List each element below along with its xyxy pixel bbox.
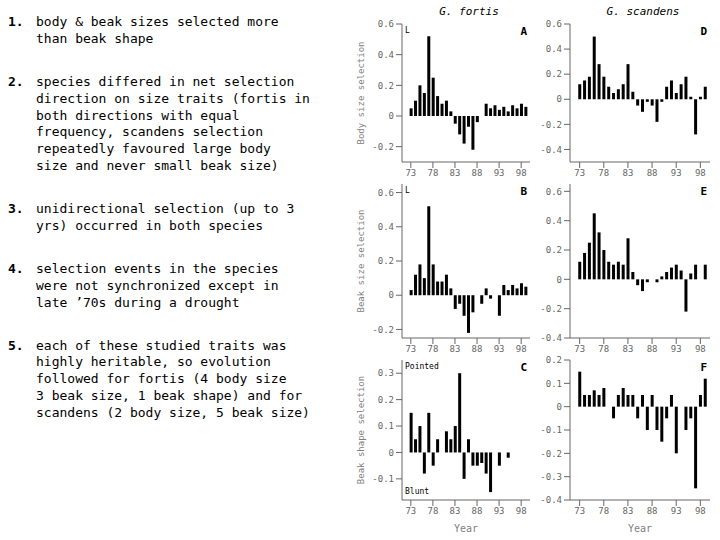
svg-text:73: 73 [405,168,416,178]
svg-text:0.6: 0.6 [546,187,562,197]
svg-text:0.6: 0.6 [378,20,394,29]
html-text:A: A [520,25,527,38]
svg-text:98: 98 [516,506,527,516]
html-text:body & beak sizes selected mor: body & beak sizes selected more than bea… [36,14,279,46]
svg-text:0: 0 [389,111,394,121]
svg-text:98: 98 [695,168,706,178]
html-text:5.: 5. [8,337,24,353]
svg-text:93: 93 [671,168,682,178]
html-text:F: F [700,361,707,374]
html-text:unidirectional selection (up t: unidirectional selection (up to 3 yrs) o… [36,201,295,233]
svg-text:88: 88 [472,168,483,178]
svg-text:78: 78 [427,506,438,516]
svg-text:0.4: 0.4 [546,44,562,54]
svg-text:93: 93 [671,344,682,354]
svg-text:93: 93 [494,506,505,516]
svg-text:-0.2: -0.2 [540,449,562,459]
svg-text:-0.3: -0.3 [540,472,562,482]
svg-text:0.4: 0.4 [378,50,394,60]
svg-text:0.2: 0.2 [378,256,394,266]
svg-text:88: 88 [472,344,483,354]
svg-text:98: 98 [516,168,527,178]
html-text:C: C [520,361,527,374]
svg-text:-0.1: -0.1 [372,474,394,484]
svg-text:Body size selection: Body size selection [356,42,366,145]
svg-text:0: 0 [389,290,394,300]
html-text:G. scandens: G. scandens [606,5,680,18]
svg-text:0.6: 0.6 [546,20,562,29]
svg-text:0: 0 [557,402,562,412]
svg-text:88: 88 [647,168,658,178]
svg-text:73: 73 [574,506,585,516]
svg-text:Year: Year [628,523,652,532]
svg-text:-0.2: -0.2 [540,304,562,314]
svg-text:83: 83 [450,506,461,516]
svg-text:-0.4: -0.4 [540,145,562,155]
svg-text:73: 73 [405,506,416,516]
svg-text:0: 0 [557,94,562,104]
html-text:B: B [520,185,527,198]
svg-text:0.6: 0.6 [378,188,394,198]
svg-text:83: 83 [450,344,461,354]
html-text:Pointed: Pointed [405,362,439,371]
svg-text:78: 78 [598,168,609,178]
svg-text:0.4: 0.4 [546,216,562,226]
svg-text:Beak shape selection: Beak shape selection [356,376,366,484]
svg-text:98: 98 [516,344,527,354]
svg-text:-0.2: -0.2 [540,120,562,130]
svg-text:Year: Year [454,523,478,532]
svg-text:78: 78 [427,168,438,178]
html-text:each of these studied traits w: each of these studied traits was highly … [36,337,310,421]
html-text:selection events in the specie: selection events in the species were not… [36,260,279,310]
svg-text:93: 93 [671,506,682,516]
svg-text:83: 83 [623,344,634,354]
svg-text:0: 0 [389,448,394,458]
html-text:4.: 4. [8,260,24,276]
svg-text:88: 88 [472,506,483,516]
svg-text:-0.2: -0.2 [372,325,394,335]
svg-text:98: 98 [695,344,706,354]
svg-text:93: 93 [494,344,505,354]
svg-text:0.2: 0.2 [378,81,394,91]
svg-text:78: 78 [598,506,609,516]
svg-text:88: 88 [647,506,658,516]
svg-text:0.2: 0.2 [546,69,562,79]
html-text:E: E [700,185,707,198]
svg-text:88: 88 [647,344,658,354]
svg-text:73: 73 [574,168,585,178]
html-text:D: D [700,25,707,38]
svg-text:83: 83 [623,168,634,178]
svg-text:-0.1: -0.1 [540,425,562,435]
svg-text:83: 83 [450,168,461,178]
svg-text:-0.4: -0.4 [540,495,562,505]
svg-text:-0.2: -0.2 [372,142,394,152]
svg-text:78: 78 [598,344,609,354]
html-text:1.: 1. [8,14,24,29]
svg-text:0: 0 [557,275,562,285]
svg-text:93: 93 [494,168,505,178]
html-text:Blunt: Blunt [405,487,430,496]
svg-text:0.1: 0.1 [546,379,562,389]
html-text:2.: 2. [8,73,24,89]
svg-text:83: 83 [623,506,634,516]
svg-text:0.2: 0.2 [546,245,562,255]
html-text:G. fortis: G. fortis [439,5,499,18]
svg-text:73: 73 [405,344,416,354]
html-text:3.: 3. [8,201,24,217]
svg-text:98: 98 [695,506,706,516]
html-text:species differed in net select: species differed in net selection direct… [36,73,310,174]
svg-text:0.4: 0.4 [378,222,394,232]
svg-text:-0.4: -0.4 [540,333,562,343]
html-text:L: L [405,26,410,35]
svg-text:0.2: 0.2 [546,356,562,365]
svg-text:78: 78 [427,344,438,354]
svg-text:0.2: 0.2 [378,395,394,405]
svg-text:Beak size selection: Beak size selection [356,210,366,313]
svg-text:0.1: 0.1 [378,421,394,431]
svg-text:73: 73 [574,344,585,354]
svg-text:0.3: 0.3 [378,368,394,378]
html-text:L: L [405,186,410,195]
